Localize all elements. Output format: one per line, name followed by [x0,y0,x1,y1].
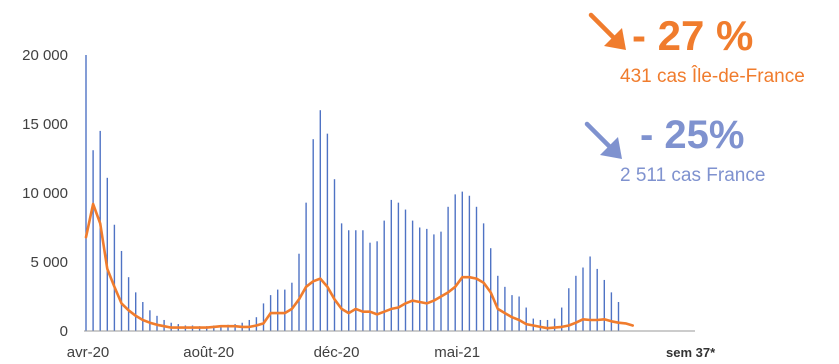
bar [383,220,385,331]
y-tick-label: 5 000 [30,254,68,271]
bar [127,277,130,331]
bar [326,133,329,331]
bar [539,319,542,331]
bar [589,256,591,331]
bar [312,139,314,331]
france-case-count: 2 511 cas France [620,165,766,186]
bar [490,248,492,331]
bar [447,206,449,331]
y-tick-label: 15 000 [22,116,68,133]
bar [92,150,94,331]
bar [468,195,471,331]
bar [404,209,407,331]
bar [213,325,215,331]
arrow-down-right-icon [588,12,626,50]
bar [369,242,371,331]
bar [617,302,620,331]
bar [440,231,442,331]
x-tick-label: avr-20 [67,344,110,361]
y-tick-label: 10 000 [22,185,68,202]
idf-percent-change: - 27 % [632,12,754,59]
bar [298,253,300,331]
y-axis: 0 5 000 10 000 15 000 20 000 [22,47,68,340]
bar [426,228,428,331]
bar [149,310,151,331]
bar [142,302,144,331]
line-series [84,202,634,330]
bar [561,307,563,331]
bar [277,289,279,331]
bar [227,324,229,331]
x-tick-label: déc-20 [314,344,360,361]
bar [546,319,549,331]
bar [582,267,584,331]
bar [525,307,527,331]
bar [113,224,116,331]
y-tick-label: 20 000 [22,47,68,64]
bar [262,303,265,331]
bar [482,223,485,331]
bar [461,191,463,331]
bar [610,292,613,331]
bar [497,275,499,331]
bar [419,227,421,331]
arrow-down-right-icon [584,121,622,159]
bar [603,279,605,331]
bar [504,286,506,331]
bar [411,220,414,331]
x-tick-label: août-20 [183,344,234,361]
bar [284,289,286,331]
bar [553,318,556,331]
bar [596,268,598,331]
bar [568,288,570,331]
bar [85,55,87,331]
last-week-label: sem 37* [666,345,716,360]
bar [255,317,258,331]
bar [433,234,435,331]
bar [106,177,108,331]
bar [248,319,250,331]
bar [376,241,378,331]
bar [454,194,456,331]
bar [319,110,321,331]
bar [220,325,222,331]
bar [120,250,123,331]
bar [305,202,307,331]
bar [575,275,577,331]
bar [362,230,364,331]
bar [511,295,513,331]
bar [355,230,357,331]
x-tick-label: mai-21 [434,344,480,361]
bar [390,199,392,331]
y-tick-label: 0 [60,323,68,340]
bar [348,230,350,331]
bar-series [85,55,620,331]
bar [518,296,520,331]
bar [397,202,400,331]
bar [475,206,478,331]
bar [135,292,137,331]
bar [156,315,158,331]
bar [340,223,343,331]
idf-case-count: 431 cas Île-de-France [620,66,805,87]
bar [234,324,236,331]
x-axis: avr-20 août-20 déc-20 mai-21 [67,344,480,361]
bar [333,179,336,331]
france-percent-change: - 25% [640,113,745,157]
